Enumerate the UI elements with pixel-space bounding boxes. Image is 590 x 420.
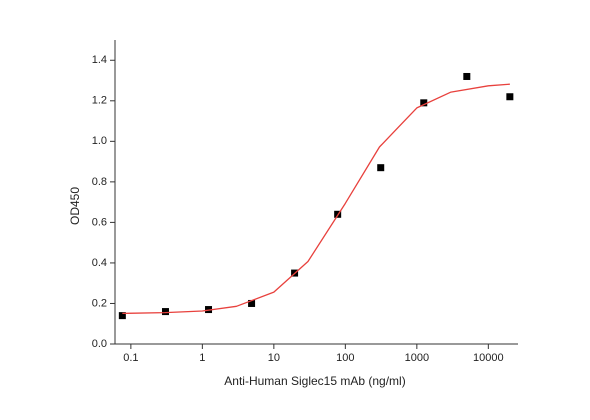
data-point xyxy=(506,93,514,101)
data-point xyxy=(377,164,385,172)
x-axis-label: Anti-Human Siglec15 mAb (ng/ml) xyxy=(224,374,405,388)
x-tick-label: 10 xyxy=(268,352,280,364)
x-tick-label: 1000 xyxy=(405,352,429,364)
data-point xyxy=(118,312,126,320)
y-tick-label: 0.0 xyxy=(92,338,107,350)
x-tick-label: 10000 xyxy=(473,352,504,364)
y-axis-label: OD450 xyxy=(68,187,82,225)
y-tick-label: 1.2 xyxy=(92,95,107,107)
x-tick-label: 100 xyxy=(336,352,354,364)
data-point xyxy=(248,299,256,307)
data-point xyxy=(463,72,471,80)
y-tick-label: 0.2 xyxy=(92,297,107,309)
y-tick-label: 0.6 xyxy=(92,216,107,228)
y-tick-label: 1.0 xyxy=(92,135,107,147)
data-point xyxy=(161,308,169,316)
y-tick-label: 0.8 xyxy=(92,176,107,188)
y-tick-label: 1.4 xyxy=(92,54,107,66)
data-point xyxy=(420,99,428,107)
x-tick-label: 0.1 xyxy=(123,352,138,364)
x-tick-label: 1 xyxy=(199,352,205,364)
y-tick-label: 0.4 xyxy=(92,257,107,269)
fit-curve xyxy=(122,83,510,315)
